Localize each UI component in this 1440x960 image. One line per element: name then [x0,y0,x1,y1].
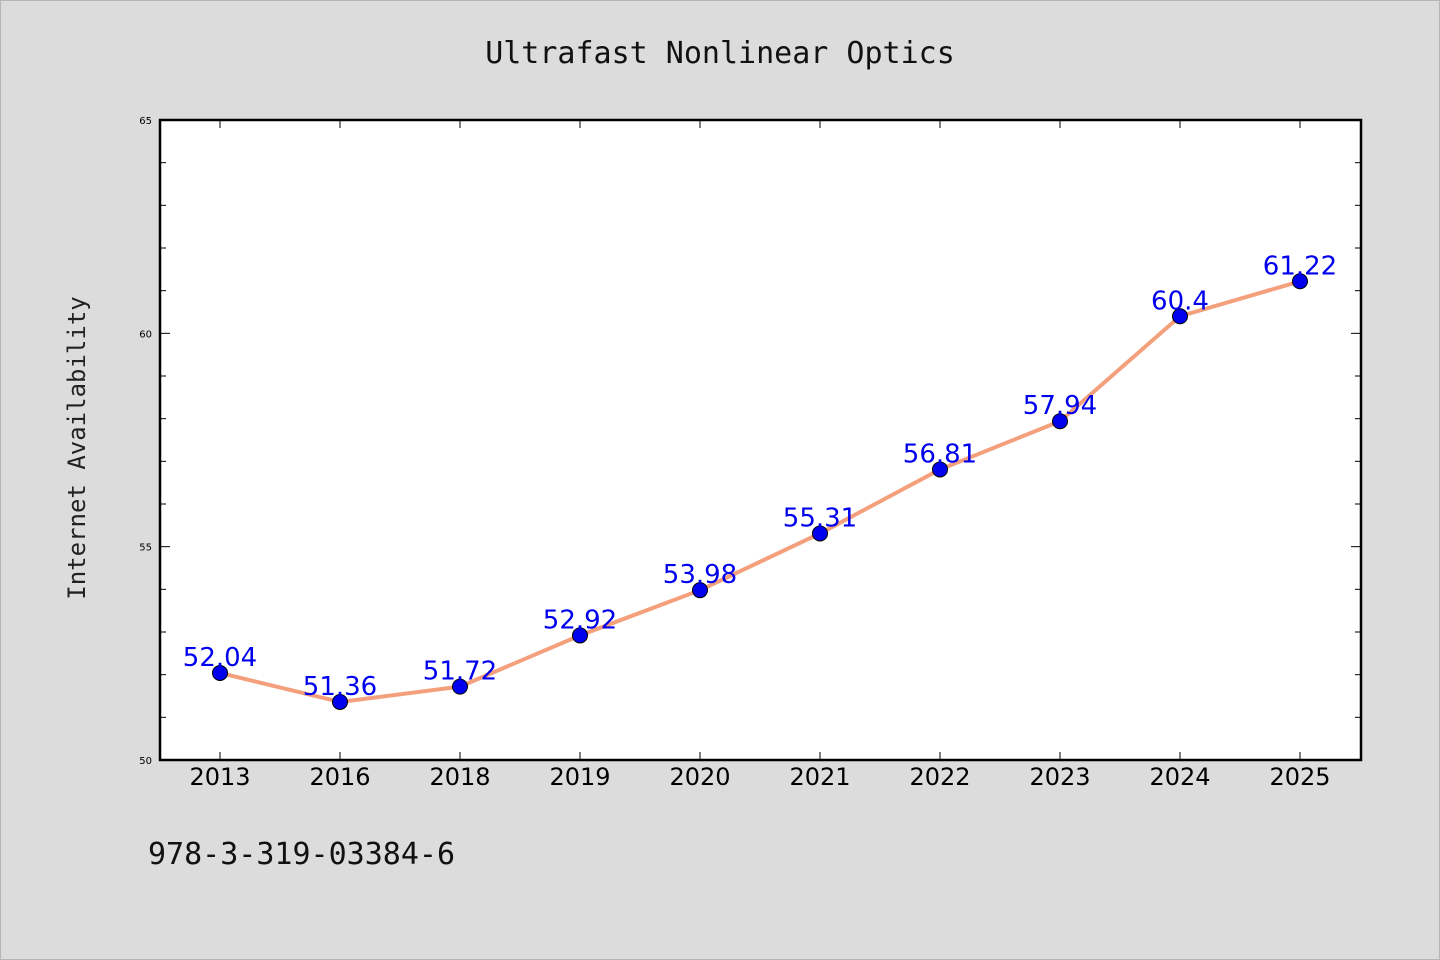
series-polyline [218,279,1302,704]
data-label: 51.36 [303,672,377,702]
chart-title: Ultrafast Nonlinear Optics [485,36,955,71]
data-label: 57.94 [1023,391,1097,421]
data-label: 53.98 [663,560,737,590]
y-axis-label: Internet Availability [63,296,91,599]
data-point [1292,273,1308,290]
series-line [218,279,1302,704]
plot-area [158,118,1363,762]
data-point [1172,308,1188,325]
data-label: 56.81 [903,439,977,469]
x-tick-label: 2019 [549,763,610,791]
data-point [332,693,348,710]
data-label: 55.31 [783,503,857,533]
y-tick-label: 55 [139,543,152,554]
y-tick-label: 50 [139,756,152,767]
x-tick-label: 2018 [429,763,490,791]
x-tick-label: 2013 [189,763,250,791]
data-label: 51.72 [423,657,497,687]
y-axis: 50 55 60 65 [139,116,1361,767]
x-tick-label: 2023 [1029,763,1090,791]
x-tick-label: 2024 [1149,763,1210,791]
data-labels: 52.04 51.36 51.72 52.92 53.98 55.31 56.81 57.94… [183,251,1337,702]
data-point [572,627,588,644]
data-point [452,678,468,695]
data-point [212,664,228,681]
x-tick-label: 2022 [909,763,970,791]
y-tick-label: 65 [139,116,152,127]
data-label: 52.92 [543,605,617,635]
data-point [1052,413,1068,430]
x-axis: 2013 2016 2018 2019 2020 2021 2022 2023 2024 2025 [189,120,1331,791]
x-tick-label: 2021 [789,763,850,791]
x-tick-label: 2025 [1269,763,1330,791]
data-point [932,461,948,478]
data-point [692,582,708,599]
y-tick-label: 60 [139,329,152,340]
data-point [812,525,828,542]
x-tick-label: 2020 [669,763,730,791]
x-tick-label: 2016 [309,763,370,791]
series-markers [212,273,1308,710]
isbn-text: 978-3-319-03384-6 [148,837,455,872]
data-label: 60.4 [1151,286,1209,316]
data-label: 61.22 [1263,251,1337,281]
data-label: 52.04 [183,643,257,673]
